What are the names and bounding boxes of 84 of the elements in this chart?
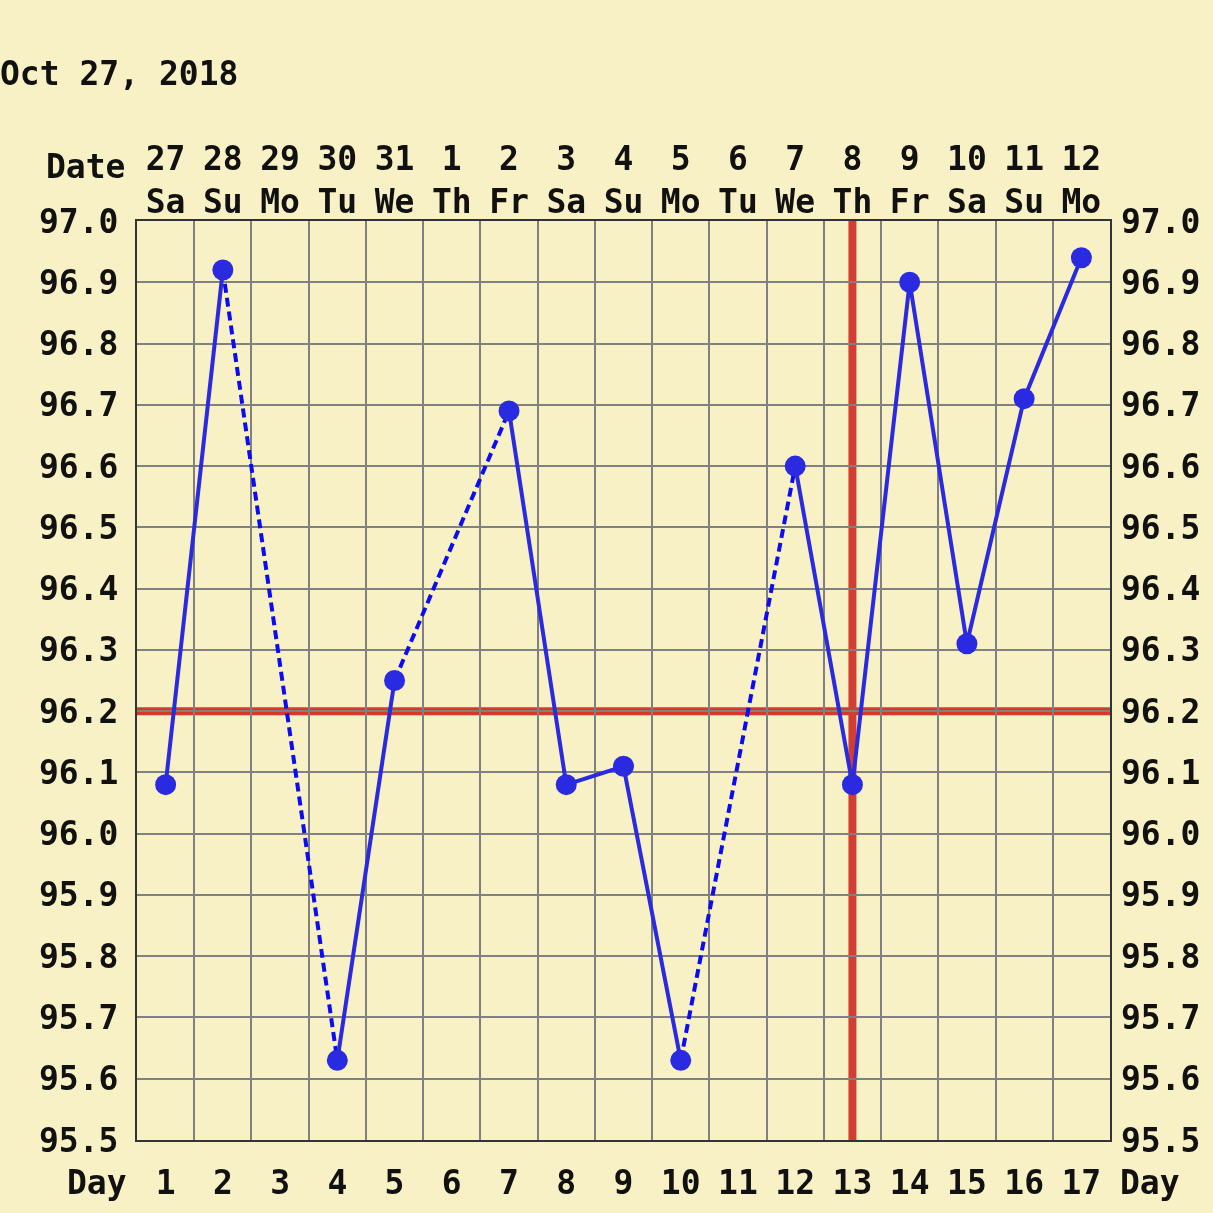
y2-tick-label: 96.7 — [1121, 385, 1201, 425]
x2-tick-label: 9 Fr — [889, 139, 930, 222]
y-tick-label: 95.7 — [38, 998, 119, 1038]
x-tick-label: 13 — [832, 1162, 873, 1202]
x2-tick-label: 31 We — [374, 139, 415, 222]
x2-tick-label: 3 Sa — [546, 139, 587, 222]
x2-tick-label: 6 Tu — [718, 139, 758, 222]
x2-tick-label: 12 Mo — [1061, 139, 1102, 222]
y-tick-label: 96.6 — [38, 446, 119, 486]
x2-tick-label: 10 Sa — [947, 139, 987, 222]
y-tick-label: 97.0 — [38, 201, 119, 241]
x-tick-label: 9 — [613, 1162, 634, 1202]
point — [212, 259, 234, 281]
y-tick-label: 95.9 — [38, 875, 119, 915]
x-tick-label: 12 — [775, 1162, 816, 1202]
point — [784, 455, 806, 477]
x2-tick-label: 5 Mo — [660, 139, 701, 222]
y2-tick-label: 97.0 — [1121, 201, 1201, 241]
x-tick-label: 3 — [270, 1162, 291, 1202]
x-tick-label: 17 — [1061, 1162, 1102, 1202]
point — [670, 1049, 692, 1071]
x2-tick-label: 30 Tu — [317, 139, 358, 222]
y-tick-label: 96.0 — [38, 814, 119, 854]
y-tick-label: 96.8 — [38, 324, 119, 364]
y2-tick-label: 96.1 — [1121, 752, 1201, 792]
y2-tick-label: 96.4 — [1121, 569, 1201, 609]
x-tick-label: 10 — [660, 1162, 701, 1202]
point — [956, 633, 978, 655]
point — [613, 755, 634, 777]
x2-tick-label: 8 Th — [832, 139, 873, 222]
x2-tick-label: 29 Mo — [260, 139, 300, 222]
point — [1070, 247, 1092, 269]
y2-tick-label: 96.6 — [1121, 446, 1201, 486]
y-tick-label: 95.6 — [38, 1059, 119, 1099]
y-tick-label: 95.8 — [38, 936, 119, 976]
x2-tick-label: 1 Th — [431, 139, 472, 222]
x-tick-label: 2 — [212, 1162, 233, 1202]
y2-tick-label: 96.3 — [1121, 630, 1201, 670]
point — [841, 774, 863, 796]
x2-tick-label: 27 Sa — [145, 139, 186, 222]
x2-tick-label: 28 Su — [202, 139, 243, 222]
y2-tick-label: 96.5 — [1121, 507, 1201, 547]
y-tick-label: 96.3 — [38, 630, 119, 670]
chart-title: Oct 27, 2018 — [0, 53, 239, 93]
point — [498, 400, 520, 422]
point — [1013, 388, 1035, 410]
x-tick-label: 11 — [718, 1162, 758, 1202]
x2-axis-title: Date — [46, 147, 126, 186]
x-tick-label: 1 — [155, 1162, 176, 1202]
x-tick-label: 16 — [1004, 1162, 1045, 1202]
point — [384, 670, 406, 691]
y2-tick-label: 96.0 — [1121, 814, 1201, 854]
x-tick-label: 8 — [556, 1162, 577, 1202]
text: Day — [67, 1163, 127, 1202]
y-tick-label: 96.7 — [38, 385, 119, 425]
y2-tick-label: 95.9 — [1121, 875, 1201, 915]
y2-tick-label: 95.7 — [1121, 998, 1201, 1038]
y-tick-label: 95.5 — [38, 1120, 119, 1160]
x-tick-label: 5 — [384, 1162, 405, 1202]
x-tick-label: 7 — [499, 1162, 519, 1202]
y2-tick-label: 95.8 — [1121, 936, 1201, 976]
x-axis-title: Day — [1120, 1163, 1180, 1202]
point — [899, 271, 921, 293]
y2-tick-label: 95.6 — [1121, 1059, 1201, 1099]
y-tick-label: 96.2 — [38, 691, 119, 731]
point — [326, 1049, 348, 1071]
y-tick-label: 96.4 — [38, 569, 119, 609]
y2-tick-label: 95.5 — [1121, 1120, 1201, 1160]
x2-tick-label: 4 Su — [603, 139, 644, 222]
y-tick-label: 96.9 — [38, 262, 119, 302]
y2-tick-label: 96.9 — [1121, 262, 1201, 302]
y2-tick-label: 96.8 — [1121, 324, 1201, 364]
x2-tick-label: 11 Su — [1004, 139, 1045, 222]
x-tick-label: 4 — [327, 1162, 348, 1202]
x-tick-label: 15 — [947, 1162, 987, 1202]
x-tick-label: 14 — [889, 1162, 930, 1202]
point — [155, 774, 177, 796]
x2-tick-label: 2 Fr — [489, 139, 529, 222]
y2-tick-label: 96.2 — [1121, 691, 1201, 731]
x-tick-label: 6 — [441, 1162, 462, 1202]
x2-tick-label: 7 We — [775, 139, 816, 222]
y-tick-label: 96.5 — [38, 507, 119, 547]
point — [555, 774, 577, 796]
y-tick-label: 96.1 — [38, 752, 119, 792]
